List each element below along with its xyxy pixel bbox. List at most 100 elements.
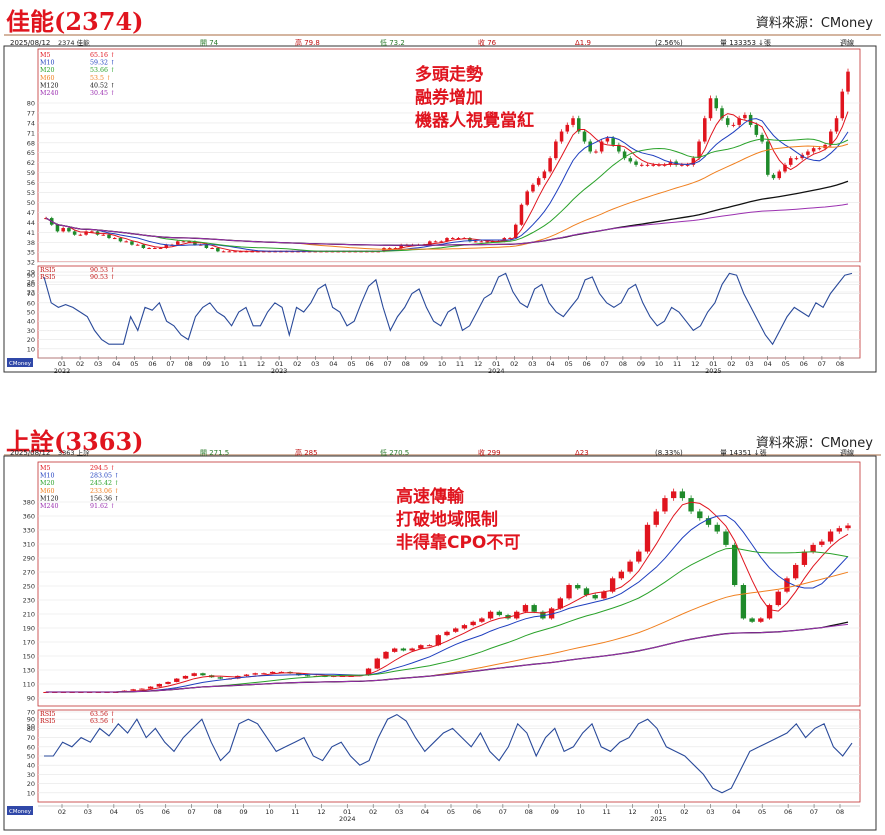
candlestick: [806, 151, 810, 155]
rsi-tick-label: 60: [27, 299, 35, 307]
candlestick: [324, 251, 329, 253]
annotation-line: 高速傳輸: [396, 486, 465, 507]
candlestick: [374, 658, 380, 669]
candlestick: [775, 591, 781, 606]
x-tick-label: 07: [810, 808, 818, 816]
x-tick-label: 09: [239, 808, 247, 816]
candlestick: [217, 677, 224, 679]
candlestick: [720, 108, 724, 119]
price-tick-label: 77: [27, 109, 35, 117]
candlestick: [766, 141, 770, 175]
candlestick: [582, 131, 587, 142]
candlestick: [609, 578, 616, 592]
ma-legend-value: 40.52 ↑: [90, 82, 115, 89]
candlestick: [426, 645, 433, 647]
candlestick: [302, 251, 306, 253]
candlestick: [777, 171, 782, 179]
candlestick: [845, 525, 851, 529]
rsi-tick-label: 90: [27, 272, 35, 280]
x-tick-label: 03: [395, 808, 403, 816]
ma-legend-label: M20: [40, 480, 54, 487]
header-period: 週線: [840, 38, 854, 47]
price-tick-label: 71: [27, 129, 35, 137]
candlestick: [679, 491, 686, 499]
candlestick: [653, 511, 659, 525]
x-tick-label: 02: [369, 808, 377, 816]
header-date: 2025/08/12: [10, 449, 50, 457]
x-tick-label: 11: [239, 360, 247, 368]
candlestick: [723, 531, 729, 545]
x-tick-label: 07: [818, 360, 826, 368]
candlestick: [540, 611, 546, 619]
candlestick: [101, 234, 106, 236]
x-tick-label: 09: [203, 360, 211, 368]
candlestick: [846, 71, 850, 92]
x-tick-label: 07: [166, 360, 174, 368]
x-tick-label: 01: [58, 360, 66, 368]
x-tick-label: 07: [188, 808, 196, 816]
candlestick: [376, 251, 381, 253]
rsi-tick-label: 90: [27, 716, 35, 724]
x-tick-label: 10: [265, 808, 273, 816]
candlestick: [165, 681, 171, 684]
x-tick-label: 04: [421, 808, 429, 816]
x-tick-label: 07: [384, 360, 392, 368]
candlestick: [485, 241, 489, 243]
candlestick: [536, 178, 541, 185]
x-tick-label: 12: [628, 808, 636, 816]
rsi-legend-label: RSI5: [40, 711, 56, 718]
annotation-line: 機器人視覺當紅: [415, 110, 534, 131]
price-tick-label: 210: [23, 611, 35, 619]
candlestick: [72, 231, 77, 235]
x-tick-label: 05: [347, 360, 355, 368]
candlestick: [834, 118, 839, 132]
candlestick: [278, 671, 285, 673]
x-tick-label: 11: [291, 808, 299, 816]
x-tick-label: 02: [58, 808, 66, 816]
rsi-legend-value: 90.53 ↑: [90, 267, 115, 274]
stock-chart-3363: 2025/08/12 3363 上詮 開 271.5 高 285 低 270.5 收 29…: [3, 448, 877, 831]
header-change: Δ23: [575, 449, 589, 457]
candlestick: [473, 241, 478, 243]
candlestick: [392, 648, 398, 652]
price-panel-border: [37, 461, 861, 707]
candlestick: [243, 674, 250, 676]
rsi-tick-label: 40: [27, 762, 35, 770]
header-percent: (8.33%): [655, 449, 683, 457]
x-tick-label: 04: [546, 360, 554, 368]
x-tick-label: 08: [185, 360, 193, 368]
chart-title: 佳能(2374): [6, 7, 144, 36]
candlestick: [749, 618, 755, 622]
candlestick: [269, 671, 276, 674]
x-tick-label: 01: [343, 808, 351, 816]
candlestick: [829, 131, 833, 145]
x-tick-label: 05: [136, 808, 144, 816]
x-tick-label: 03: [528, 360, 536, 368]
candlestick: [428, 241, 432, 245]
x-tick-label: 08: [619, 360, 627, 368]
x-tick-label: 10: [577, 808, 585, 816]
candlestick: [559, 131, 564, 142]
price-tick-label: 150: [23, 653, 35, 661]
candlestick: [662, 164, 667, 166]
x-tick-label: 04: [763, 360, 771, 368]
candlestick: [618, 571, 625, 579]
price-tick-label: 80: [27, 100, 35, 108]
price-tick-label: 23: [27, 289, 35, 297]
x-tick-label: 07: [499, 808, 507, 816]
data-source: 資料來源：CMoney: [755, 436, 873, 451]
ma-legend-value: 65.16 ↑: [90, 52, 115, 59]
candlestick: [359, 251, 363, 253]
candlestick: [819, 541, 825, 545]
candlestick: [617, 144, 621, 152]
candlestick: [588, 141, 592, 152]
x-tick-label: 08: [525, 808, 533, 816]
candlestick: [261, 673, 267, 675]
x-tick-label: 11: [602, 808, 610, 816]
rsi-tick-label: 20: [27, 780, 35, 788]
candlestick: [156, 683, 162, 687]
candlestick: [771, 174, 776, 179]
candlestick: [444, 631, 450, 636]
candlestick: [227, 251, 232, 253]
candlestick: [175, 241, 180, 245]
